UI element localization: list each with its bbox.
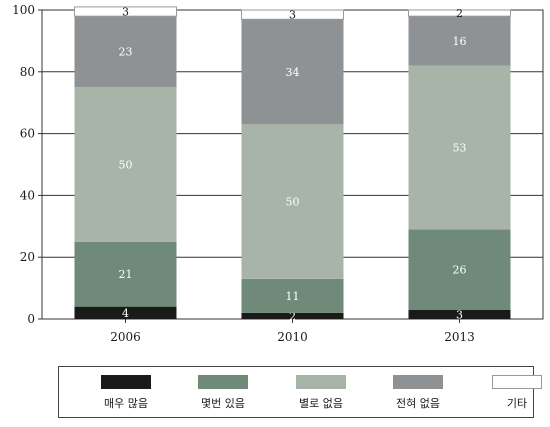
- legend-swatch: [198, 375, 248, 389]
- data-label: 53: [453, 142, 467, 155]
- bar-segment: [408, 229, 511, 310]
- legend-swatch: [492, 375, 542, 389]
- x-tick-label: 2010: [277, 330, 308, 344]
- legend: 매우 많음 몇번 있음 별로 없음 전혀 없음 기타: [58, 366, 542, 418]
- bar-segment: [241, 19, 344, 125]
- legend-item-few: 별로 없음: [271, 375, 371, 411]
- data-label: 4: [122, 307, 129, 320]
- data-label: 21: [119, 268, 133, 281]
- bar-segment: [74, 306, 177, 319]
- bar-segment: [241, 312, 344, 319]
- legend-label: 별로 없음: [299, 397, 343, 410]
- bar-segment: [74, 241, 177, 307]
- legend-item-several: 몇번 있음: [173, 375, 273, 411]
- data-label: 34: [286, 66, 300, 79]
- data-label: 3: [122, 6, 129, 19]
- data-label: 3: [289, 9, 296, 22]
- bar-segment: [74, 16, 177, 88]
- y-tick-label: 20: [20, 250, 35, 264]
- legend-label: 몇번 있음: [201, 397, 245, 410]
- bar-segment: [408, 309, 511, 319]
- x-tick-label: 2013: [444, 330, 475, 344]
- legend-item-none: 전혀 없음: [368, 375, 468, 411]
- legend-swatch: [296, 375, 346, 389]
- legend-item-very-many: 매우 많음: [76, 375, 176, 411]
- legend-swatch: [393, 375, 443, 389]
- y-tick-label: 0: [27, 312, 35, 326]
- bar-segment: [241, 278, 344, 313]
- data-label: 11: [286, 290, 300, 303]
- x-tick-label: 2006: [110, 330, 141, 344]
- bar-segment: [408, 65, 511, 230]
- bar-segment: [241, 124, 344, 279]
- y-tick-label: 40: [20, 188, 35, 202]
- data-label: 23: [119, 46, 133, 59]
- legend-swatch: [101, 375, 151, 389]
- data-label: 2: [456, 7, 463, 20]
- data-label: 3: [456, 308, 463, 321]
- legend-label: 매우 많음: [104, 397, 148, 410]
- legend-label: 기타: [506, 397, 528, 410]
- bar-segment: [408, 16, 511, 66]
- legend-item-other: 기타: [467, 375, 550, 411]
- data-label: 2: [289, 310, 296, 323]
- data-label: 50: [286, 196, 300, 209]
- y-tick-label: 80: [20, 65, 35, 79]
- bar-segment: [241, 9, 344, 20]
- legend-label: 전혀 없음: [396, 397, 440, 410]
- y-tick-label: 100: [12, 3, 35, 17]
- bar-segment: [408, 9, 511, 17]
- bar-segment: [74, 6, 177, 17]
- data-label: 26: [453, 264, 467, 277]
- data-label: 50: [119, 159, 133, 172]
- y-tick-label: 60: [20, 127, 35, 141]
- bar-segment: [74, 87, 177, 242]
- data-label: 16: [453, 35, 467, 48]
